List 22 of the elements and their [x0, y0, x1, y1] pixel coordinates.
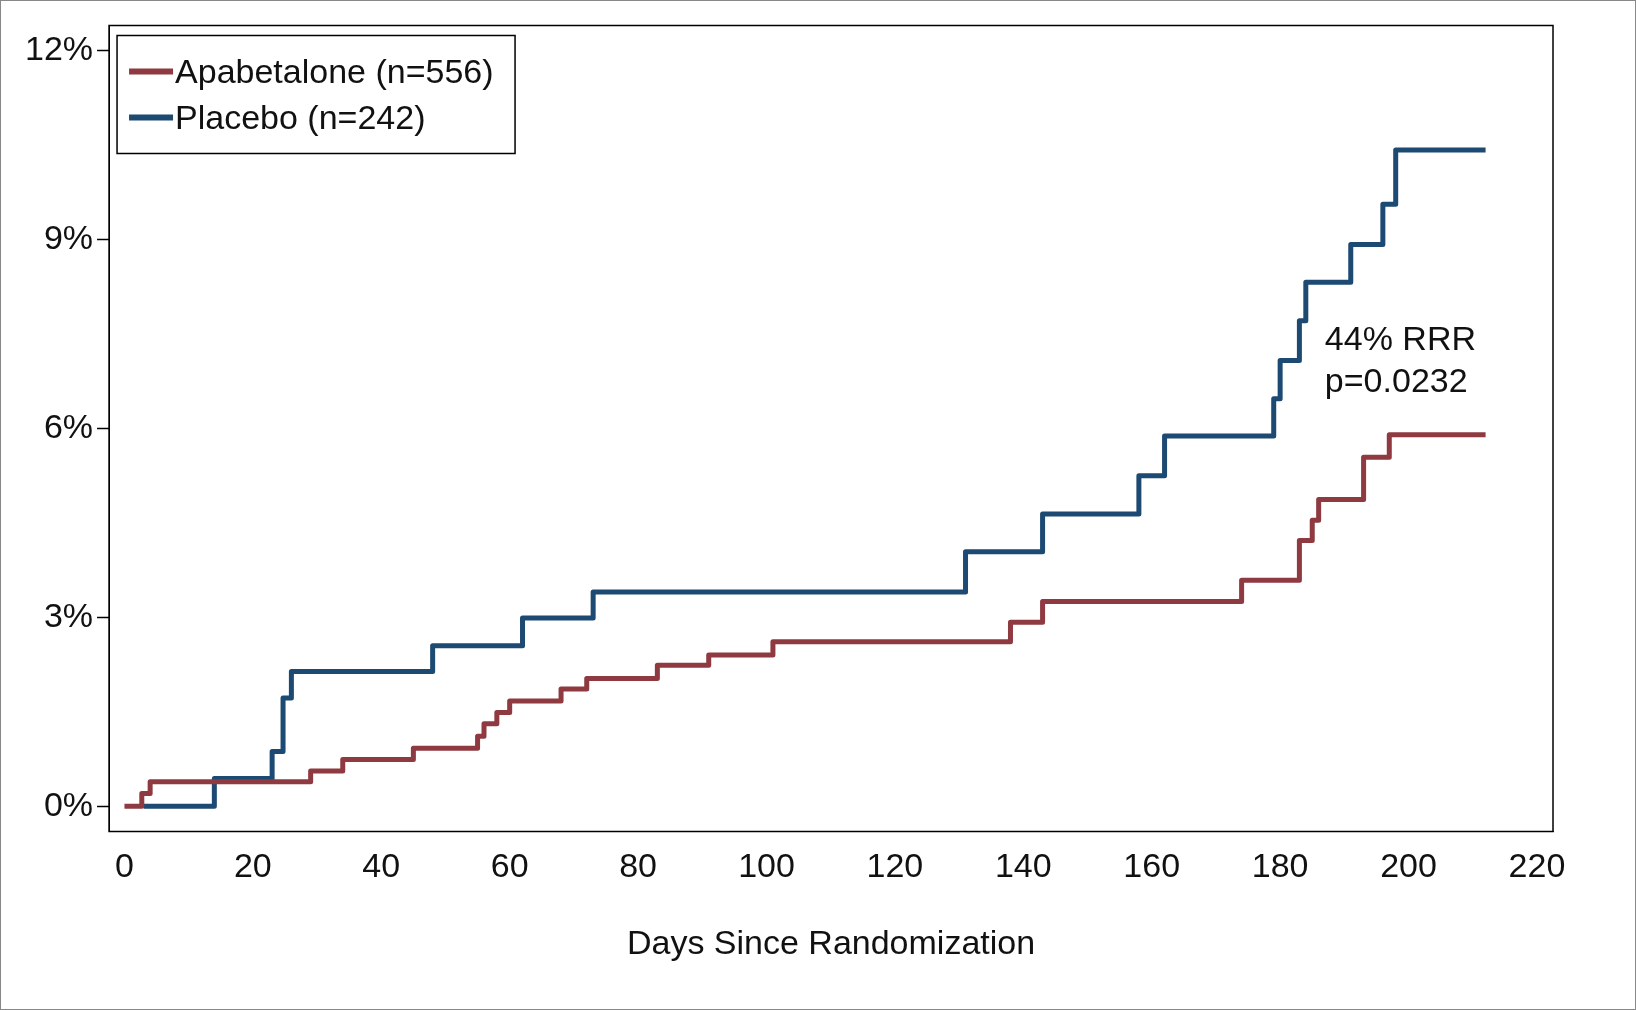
y-tick-label: 9%	[43, 217, 94, 256]
x-tick-label: 20	[233, 846, 272, 885]
y-tick-label: 0%	[43, 784, 94, 823]
x-tick-label: 160	[1123, 846, 1181, 885]
y-tick-label: 12%	[24, 28, 94, 67]
x-tick-label: 140	[994, 846, 1052, 885]
x-tick-label: 180	[1251, 846, 1309, 885]
x-tick-label: 0	[115, 846, 134, 885]
x-tick-label: 80	[619, 846, 658, 885]
x-tick-label: 120	[866, 846, 924, 885]
y-tick-label: 3%	[43, 595, 94, 634]
x-tick-label: 100	[738, 846, 795, 885]
x-axis-title: Days Since Randomization	[626, 922, 1036, 961]
legend-label: Placebo (n=242)	[175, 97, 426, 136]
annotation: 44% RRR	[1324, 319, 1477, 358]
y-tick-label: 6%	[43, 406, 94, 445]
x-tick-label: 60	[490, 846, 529, 885]
x-tick-label: 40	[362, 846, 401, 885]
x-tick-label: 200	[1380, 846, 1437, 885]
x-tick-label: 220	[1508, 846, 1566, 885]
annotation: p=0.0232	[1324, 361, 1468, 400]
legend-label: Apabetalone (n=556)	[175, 51, 494, 90]
